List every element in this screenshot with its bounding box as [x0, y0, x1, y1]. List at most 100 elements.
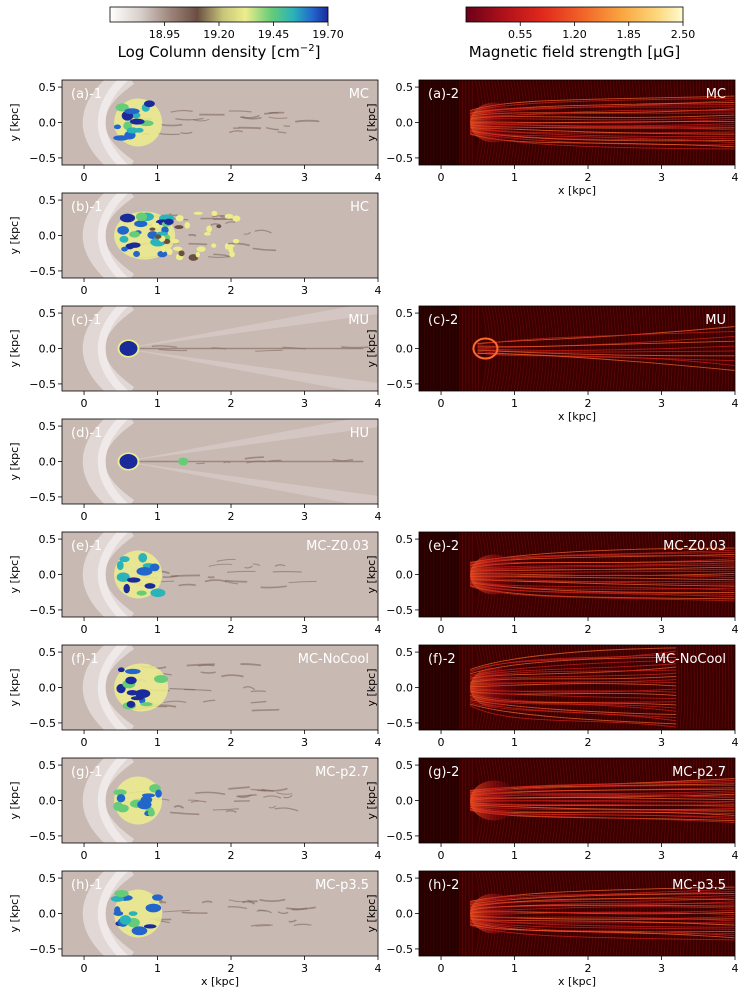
- upstream-region: [419, 532, 460, 617]
- panel-image: [62, 419, 378, 504]
- field-line: [519, 306, 525, 391]
- field-line: [686, 758, 689, 843]
- field-line: [574, 645, 579, 730]
- field-line: [628, 532, 632, 617]
- field-line: [724, 645, 727, 730]
- field-line: [676, 645, 679, 730]
- model-label: MC-NoCool: [655, 652, 726, 667]
- field-line: [603, 645, 607, 730]
- field-line: [638, 306, 642, 391]
- panel-image: [62, 645, 378, 730]
- x-tick-label: 4: [375, 397, 382, 410]
- field-line: [587, 306, 591, 391]
- x-tick-label: 3: [301, 736, 308, 749]
- field-line: [497, 306, 503, 391]
- x-tick-label: 3: [301, 849, 308, 862]
- field-line: [670, 645, 673, 730]
- trail-filament: [240, 663, 262, 667]
- x-tick-label: 2: [585, 736, 592, 749]
- panel-label: (a)-2: [428, 87, 459, 102]
- panel-g-1: (g)-1 MC-p2.7 0.5 0.0 −0.5 y [kpc] 0 1 2 3 4: [8, 757, 382, 862]
- model-label: MC-p3.5: [672, 878, 726, 893]
- model-label: MC-Z0.03: [306, 539, 369, 554]
- density-colorbar-label-exponent: −2: [299, 43, 315, 54]
- y-tick-label: −0.5: [386, 717, 413, 730]
- x-tick-label: 0: [438, 171, 445, 184]
- y-tick-label: −0.5: [29, 717, 56, 730]
- trail-filament: [274, 564, 286, 567]
- y-axis-label: y [kpc]: [365, 782, 378, 820]
- field-line: [567, 306, 573, 391]
- cloud-clump: [155, 789, 162, 798]
- y-tick-label: 0.0: [39, 456, 57, 469]
- field-line: [606, 306, 610, 391]
- field-line: [667, 645, 670, 730]
- trail-filament: [192, 118, 210, 122]
- cloud-clump: [117, 225, 129, 235]
- field-line: [663, 532, 667, 617]
- y-tick-label: 0.0: [39, 795, 57, 808]
- x-tick-label: 1: [154, 849, 161, 862]
- trail-filament: [158, 348, 188, 352]
- trail-filament: [293, 923, 312, 926]
- field-line: [548, 871, 554, 956]
- field-line: [721, 871, 723, 956]
- x-tick-label: 2: [228, 171, 235, 184]
- x-tick-label: 3: [658, 849, 665, 862]
- field-line: [622, 532, 626, 617]
- field-line: [702, 80, 705, 165]
- cloud-clump: [126, 577, 141, 583]
- field-line: [606, 645, 610, 730]
- x-tick-label: 4: [732, 849, 739, 862]
- y-tick-label: 0.0: [39, 682, 57, 695]
- field-line: [654, 532, 657, 617]
- field-line: [724, 306, 727, 391]
- trail-filament: [201, 900, 213, 904]
- field-line: [548, 645, 554, 730]
- field-line: [731, 758, 733, 843]
- trail-filament: [286, 906, 316, 910]
- trail-filament: [200, 671, 216, 674]
- cloud-field-wrap: [470, 893, 519, 934]
- trail-filament: [265, 127, 279, 131]
- field-line: [673, 645, 676, 730]
- field-line: [731, 306, 733, 391]
- panel-image: [419, 645, 735, 730]
- panel-label: (h)-1: [71, 878, 102, 893]
- cloud-clump: [206, 225, 212, 233]
- field-line: [596, 532, 601, 617]
- field-line: [711, 645, 714, 730]
- field-line: [599, 532, 604, 617]
- field-line: [574, 306, 579, 391]
- field-line: [686, 306, 689, 391]
- field-line: [718, 645, 720, 730]
- field-line: [695, 758, 698, 843]
- panel-label: (c)-1: [71, 313, 101, 328]
- cloud-clump: [154, 588, 162, 598]
- cloud-clump: [178, 250, 185, 257]
- cloud-clump: [126, 690, 138, 696]
- panel-label: (b)-1: [71, 200, 102, 215]
- y-tick-label: 0.5: [39, 533, 57, 546]
- trail-filament: [244, 456, 264, 460]
- field-line: [679, 80, 683, 165]
- field-line: [705, 645, 708, 730]
- trail-filament: [216, 558, 236, 562]
- x-tick-label: 1: [154, 736, 161, 749]
- trail-filament: [178, 583, 197, 587]
- cloud-clump: [161, 246, 166, 253]
- field-line: [718, 758, 720, 843]
- field-line: [647, 645, 651, 730]
- model-label: MC-p3.5: [315, 878, 369, 893]
- trail-filament: [268, 111, 279, 115]
- field-line: [644, 758, 648, 843]
- y-tick-label: 0.5: [39, 307, 57, 320]
- cloud-clump: [193, 211, 203, 215]
- y-tick-label: −0.5: [29, 378, 56, 391]
- field-line: [721, 758, 723, 843]
- field-line: [583, 306, 588, 391]
- field-line: [551, 532, 557, 617]
- cloud-clump: [131, 926, 148, 936]
- field-line: [510, 306, 516, 391]
- field-line: [532, 645, 538, 730]
